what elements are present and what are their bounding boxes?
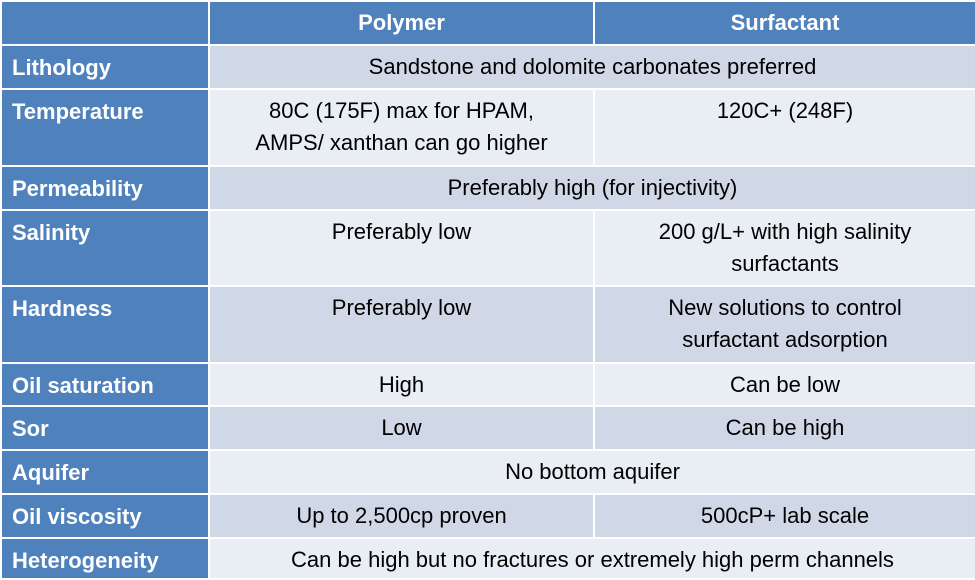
row-label: Heterogeneity	[0, 537, 210, 580]
surfactant-cell: Can be low	[593, 362, 975, 407]
polymer-cell: Preferably low	[208, 209, 595, 287]
cell-text: surfactant adsorption	[682, 327, 888, 352]
cell-text: Up to 2,500cp proven	[296, 503, 507, 528]
cell-text: Preferably low	[331, 295, 472, 320]
row-heterogeneity: Heterogeneity Can be high but no fractur…	[0, 537, 975, 580]
polymer-cell: Low	[208, 405, 595, 451]
surfactant-cell: New solutions to control surfactant adso…	[593, 285, 975, 364]
row-aquifer: Aquifer No bottom aquifer	[0, 449, 975, 495]
row-label: Sor	[0, 405, 210, 451]
merged-cell: Sandstone and dolomite carbonates prefer…	[208, 44, 975, 90]
cell-text: High	[378, 372, 425, 397]
row-oil-saturation: Oil saturation High Can be low	[0, 362, 975, 407]
row-label: Temperature	[0, 88, 210, 167]
row-label: Hardness	[0, 285, 210, 364]
surfactant-cell: 200 g/L+ with high salinity surfactants	[593, 209, 975, 287]
cell-text: 500cP+ lab scale	[700, 503, 870, 528]
cell-text: New solutions to control	[668, 295, 902, 320]
surfactant-cell: 120C+ (248F)	[593, 88, 975, 167]
row-label: Oil saturation	[0, 362, 210, 407]
polymer-cell: Up to 2,500cp proven	[208, 493, 595, 539]
cell-text: 200 g/L+ with high salinity	[658, 219, 912, 244]
row-label: Permeability	[0, 165, 210, 211]
row-sor: Sor Low Can be high	[0, 405, 975, 451]
cell-text: AMPS/ xanthan can go higher	[255, 130, 548, 155]
merged-cell: Preferably high (for injectivity)	[208, 165, 975, 211]
row-label: Aquifer	[0, 449, 210, 495]
cell-text: Can be high but no fractures or extremel…	[291, 547, 894, 572]
row-oil-viscosity: Oil viscosity Up to 2,500cp proven 500cP…	[0, 493, 975, 539]
merged-cell: Can be high but no fractures or extremel…	[208, 537, 975, 580]
row-label: Salinity	[0, 209, 210, 287]
cell-text: Preferably high (for injectivity)	[447, 175, 738, 200]
row-label: Oil viscosity	[0, 493, 210, 539]
surfactant-cell: 500cP+ lab scale	[593, 493, 975, 539]
cell-text: 120C+ (248F)	[716, 98, 854, 123]
merged-cell: No bottom aquifer	[208, 449, 975, 495]
polymer-cell: Preferably low	[208, 285, 595, 364]
cell-text: Can be high	[725, 415, 845, 440]
row-label: Lithology	[0, 44, 210, 90]
header-surfactant: Surfactant	[593, 0, 975, 46]
cell-text: No bottom aquifer	[505, 459, 680, 484]
cell-text: Can be low	[729, 372, 841, 397]
header-corner-cell	[0, 0, 210, 46]
cell-text: Low	[381, 415, 422, 440]
cell-text: 80C (175F) max for HPAM,	[269, 98, 534, 123]
polymer-cell: 80C (175F) max for HPAM, AMPS/ xanthan c…	[208, 88, 595, 167]
row-lithology: Lithology Sandstone and dolomite carbona…	[0, 44, 975, 90]
header-polymer: Polymer	[208, 0, 595, 46]
row-hardness: Hardness Preferably low New solutions to…	[0, 285, 975, 364]
header-row: Polymer Surfactant	[0, 0, 975, 46]
cell-text: Sandstone and dolomite carbonates prefer…	[368, 54, 817, 79]
row-temperature: Temperature 80C (175F) max for HPAM, AMP…	[0, 88, 975, 167]
cell-text: Preferably low	[331, 219, 472, 244]
polymer-cell: High	[208, 362, 595, 407]
cell-text: surfactants	[731, 251, 839, 276]
surfactant-cell: Can be high	[593, 405, 975, 451]
row-permeability: Permeability Preferably high (for inject…	[0, 165, 975, 211]
row-salinity: Salinity Preferably low 200 g/L+ with hi…	[0, 209, 975, 287]
